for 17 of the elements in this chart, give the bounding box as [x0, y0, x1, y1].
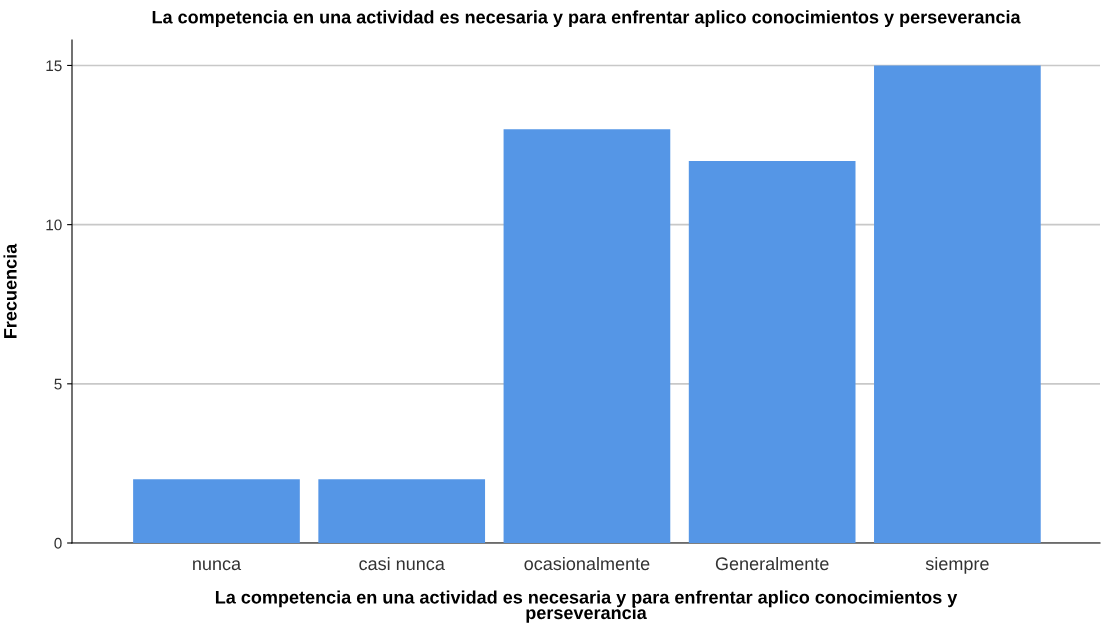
bar [688, 160, 856, 543]
x-axis-title: La competencia en una actividad es necesaria y para enfrentar aplico conocimientos y perseverancia [215, 590, 958, 623]
x-tick-label: siempre [925, 556, 989, 574]
x-tick-label: nunca [193, 560, 242, 571]
y-axis-title: Frecuencia [3, 243, 17, 338]
y-tick-label: 15 [46, 60, 62, 72]
x-tick-label: Generalmente [715, 556, 829, 571]
bar [318, 479, 486, 543]
y-tick-label: 5 [54, 378, 62, 390]
bar [133, 479, 300, 543]
bar [503, 129, 671, 543]
x-tick-label: casi nunca [359, 556, 445, 571]
y-tick-label: 0 [54, 537, 62, 549]
x-tick-label: ocasionalmente [524, 556, 650, 571]
y-tick-label: 10 [46, 219, 62, 231]
bar [874, 65, 1041, 543]
chart-title: La competencia en una actividad es necesaria y para enfrentar aplico conocimientos y perseverancia [152, 10, 1021, 28]
